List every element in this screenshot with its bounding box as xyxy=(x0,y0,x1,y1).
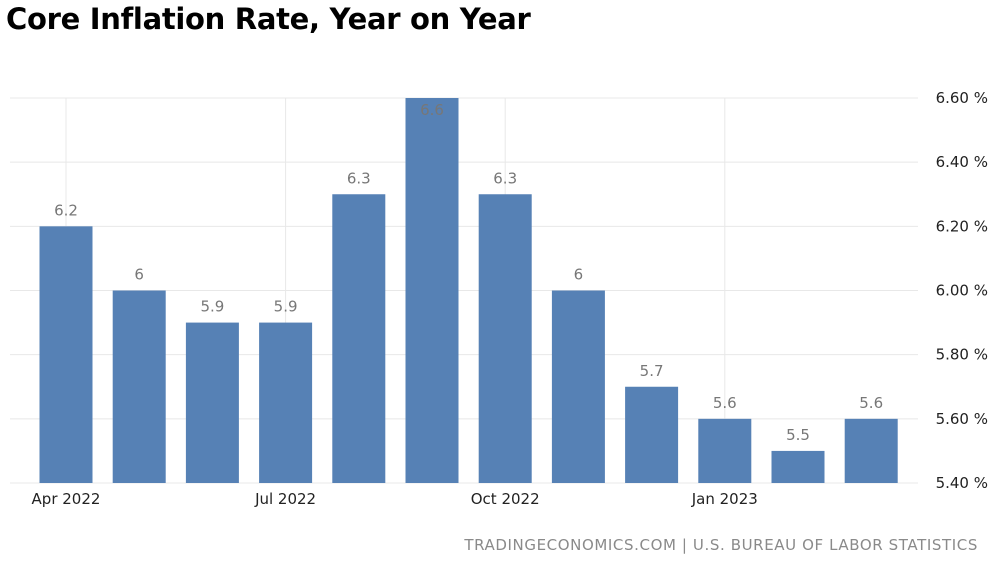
data-label: 6.2 xyxy=(54,201,78,219)
data-label: 5.5 xyxy=(786,426,810,444)
data-label: 5.6 xyxy=(859,394,883,412)
x-axis-ticks: Apr 2022 Jul 2022 Oct 2022 Jan 2023 xyxy=(32,490,758,508)
data-label: 5.7 xyxy=(640,362,664,380)
bar xyxy=(698,418,752,483)
data-label: 5.6 xyxy=(713,394,737,412)
data-label: 6.3 xyxy=(493,169,517,187)
y-tick-label: 5.40 % xyxy=(936,474,988,492)
bar xyxy=(405,98,459,483)
y-tick-label: 6.40 % xyxy=(936,153,988,171)
y-tick-label: 6.20 % xyxy=(936,217,988,235)
bar xyxy=(771,450,825,483)
y-tick-label: 6.00 % xyxy=(936,282,988,300)
source-credit: TRADINGECONOMICS.COM | U.S. BUREAU OF LA… xyxy=(464,536,978,554)
chart-title: Core Inflation Rate, Year on Year xyxy=(6,2,531,36)
bar xyxy=(185,322,239,483)
data-label: 5.9 xyxy=(274,298,298,316)
data-label: 6.3 xyxy=(347,169,371,187)
data-label: 6 xyxy=(574,266,584,284)
y-tick-label: 5.60 % xyxy=(936,410,988,428)
y-tick-label: 5.80 % xyxy=(936,346,988,364)
data-label: 6.6 xyxy=(420,101,444,119)
y-tick-label: 6.60 % xyxy=(936,89,988,107)
bar xyxy=(39,226,93,484)
bars xyxy=(39,98,898,484)
x-tick-label: Apr 2022 xyxy=(32,490,101,508)
x-tick-label: Oct 2022 xyxy=(471,490,540,508)
bar xyxy=(625,386,679,483)
x-tick-label: Jan 2023 xyxy=(691,490,758,508)
bar xyxy=(112,290,166,483)
bar xyxy=(259,322,313,483)
bar xyxy=(332,194,386,483)
data-label: 6 xyxy=(134,266,144,284)
y-axis-ticks: 5.40 % 5.60 % 5.80 % 6.00 % 6.20 % 6.40 % 6.60… xyxy=(936,89,988,492)
bar xyxy=(478,194,532,483)
bar xyxy=(844,418,898,483)
data-labels: 6.2 6 5.9 5.9 6.3 6.6 6.3 6 5.7 5.6 5.5 5.6 xyxy=(54,101,883,444)
x-tick-label: Jul 2022 xyxy=(254,490,316,508)
data-label: 5.9 xyxy=(200,298,224,316)
bar xyxy=(551,290,605,483)
